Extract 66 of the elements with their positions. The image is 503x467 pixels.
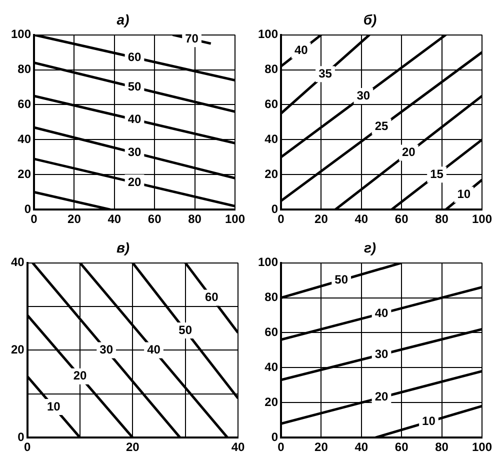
y-tick-label: 40 — [10, 255, 25, 270]
series-label: 10 — [457, 187, 471, 202]
x-tick-label: 80 — [435, 212, 449, 226]
x-tick-label: 40 — [108, 212, 122, 226]
x-tick-label: 100 — [472, 212, 492, 226]
series-label: 30 — [356, 88, 370, 102]
series-label: 50 — [128, 80, 142, 94]
series-label: 60 — [128, 50, 142, 64]
y-tick-label: 40 — [18, 132, 32, 146]
x-tick-label: 20 — [126, 440, 140, 454]
x-tick-label: 80 — [435, 440, 449, 454]
series-label: 30 — [128, 145, 142, 160]
series-label: 40 — [374, 306, 388, 320]
x-tick-label: 20 — [314, 212, 328, 226]
y-tick-label: 0 — [271, 430, 278, 444]
series-label: 30 — [374, 346, 388, 361]
series-label: 40 — [128, 112, 142, 126]
y-tick-label: 40 — [264, 360, 278, 374]
chart-title: а) — [116, 11, 130, 28]
series-label: 20 — [73, 368, 88, 383]
x-tick-label: 60 — [394, 440, 409, 454]
y-tick-label: 60 — [264, 325, 278, 340]
y-tick-label: 0 — [271, 202, 278, 216]
y-tick-label: 20 — [18, 166, 32, 181]
series-label: 25 — [374, 118, 388, 133]
y-tick-label: 100 — [258, 27, 278, 42]
series-label: 10 — [422, 414, 436, 428]
y-tick-label: 60 — [18, 97, 32, 112]
series-label: 50 — [178, 322, 192, 337]
series-label: 40 — [294, 42, 308, 57]
chart-title: б) — [363, 11, 377, 28]
x-tick-label: 100 — [472, 440, 492, 454]
chart-title: в) — [116, 239, 130, 256]
series-label: 35 — [318, 66, 332, 80]
series-label: 40 — [147, 342, 161, 357]
series-label: 20 — [374, 390, 388, 404]
y-tick-label: 20 — [264, 394, 278, 409]
x-tick-label: 20 — [68, 212, 82, 226]
y-tick-label: 60 — [264, 97, 278, 112]
y-tick-label: 80 — [18, 62, 32, 76]
y-tick-label: 0 — [24, 202, 32, 216]
y-tick-label: 20 — [264, 166, 278, 181]
y-tick-label: 20 — [10, 342, 25, 357]
y-tick-label: 80 — [264, 290, 278, 304]
chart-title: г) — [364, 239, 376, 256]
x-tick-label: 40 — [231, 440, 245, 454]
x-tick-label: 80 — [188, 212, 202, 226]
series-label: 20 — [128, 174, 142, 189]
y-tick-label: 40 — [264, 132, 278, 146]
x-tick-label: 40 — [354, 212, 368, 226]
x-tick-label: 20 — [314, 440, 328, 454]
y-tick-label: 100 — [10, 27, 32, 42]
series-label: 15 — [430, 166, 444, 181]
y-tick-label: 100 — [258, 255, 278, 270]
series-label: 60 — [204, 290, 219, 304]
x-tick-label: 40 — [354, 440, 368, 454]
series-label: 50 — [334, 272, 348, 287]
series-label: 20 — [402, 145, 416, 160]
y-tick-label: 0 — [18, 430, 25, 444]
x-tick-label: 60 — [148, 212, 162, 226]
series-label: 10 — [47, 399, 61, 414]
series-label: 70 — [185, 31, 199, 46]
x-tick-label: 60 — [394, 212, 409, 226]
y-tick-label: 80 — [264, 62, 278, 76]
x-tick-label: 100 — [224, 212, 246, 226]
series-label: 30 — [100, 342, 114, 357]
